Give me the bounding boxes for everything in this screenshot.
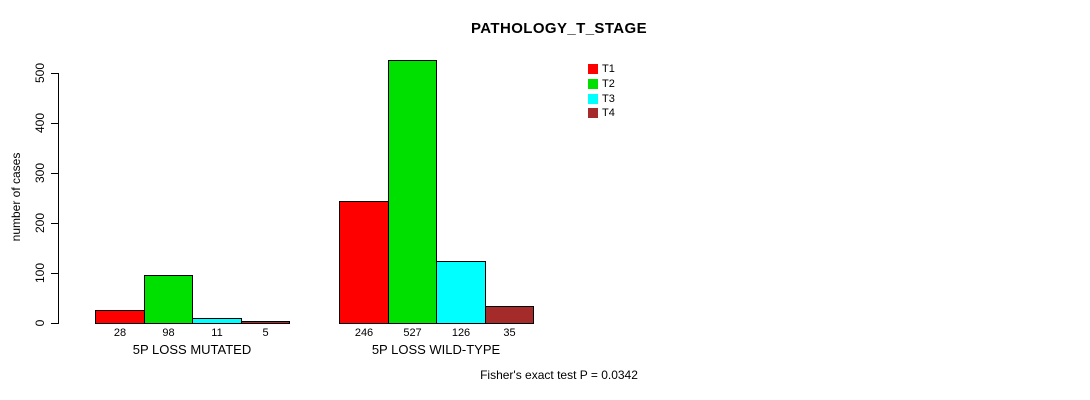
legend-swatch-t3 — [588, 93, 598, 104]
bar-t2 — [388, 60, 437, 324]
y-axis-tick — [51, 73, 58, 74]
y-axis-tick — [51, 273, 58, 274]
bar-t3 — [192, 318, 242, 324]
y-axis-tick — [51, 323, 58, 324]
legend-swatch-t4 — [588, 108, 598, 119]
legend-item: T1 — [588, 62, 615, 77]
legend-label: T1 — [602, 63, 615, 76]
y-axis-tick — [51, 173, 58, 174]
bar-t1 — [339, 201, 389, 324]
bar-t1 — [95, 310, 145, 324]
y-axis-tick — [51, 123, 58, 124]
y-axis-tick-label: 300 — [33, 162, 47, 184]
legend-swatch-t1 — [588, 64, 598, 75]
fisher-test-note: Fisher's exact test P = 0.0342 — [480, 368, 638, 382]
x-category-label: 5P LOSS MUTATED — [132, 342, 252, 357]
legend-item: T4 — [588, 106, 615, 121]
bar-value-label: 11 — [211, 327, 223, 339]
chart-title: PATHOLOGY_T_STAGE — [471, 20, 647, 37]
bar-t4 — [241, 321, 290, 324]
y-axis-title: number of cases — [9, 152, 23, 242]
bar-value-label: 126 — [451, 327, 471, 339]
y-axis-tick — [51, 223, 58, 224]
legend-item: T3 — [588, 91, 615, 106]
bar-t4 — [485, 306, 534, 324]
bar-t3 — [436, 261, 486, 324]
y-axis-tick-label: 500 — [33, 62, 47, 84]
y-axis-tick-label: 0 — [33, 319, 47, 327]
legend-label: T2 — [602, 78, 615, 91]
y-axis-line — [58, 73, 59, 324]
legend-label: T4 — [602, 107, 615, 120]
bar-value-label: 35 — [503, 327, 516, 339]
legend-label: T3 — [602, 92, 615, 105]
legend: T1 T2 T3 T4 — [588, 62, 615, 121]
bar-t2 — [144, 275, 193, 324]
bar-value-label: 527 — [403, 327, 422, 339]
bar-value-label: 246 — [354, 327, 374, 339]
x-category-label: 5P LOSS WILD-TYPE — [371, 342, 501, 357]
y-axis-tick-label: 200 — [33, 212, 47, 234]
bar-value-label: 28 — [113, 327, 127, 339]
bar-value-label: 5 — [262, 327, 269, 339]
legend-swatch-t2 — [588, 79, 598, 90]
y-axis-tick-label: 100 — [33, 262, 47, 284]
legend-item: T2 — [588, 77, 615, 92]
bar-value-label: 98 — [162, 327, 175, 339]
y-axis-tick-label: 400 — [33, 112, 47, 134]
